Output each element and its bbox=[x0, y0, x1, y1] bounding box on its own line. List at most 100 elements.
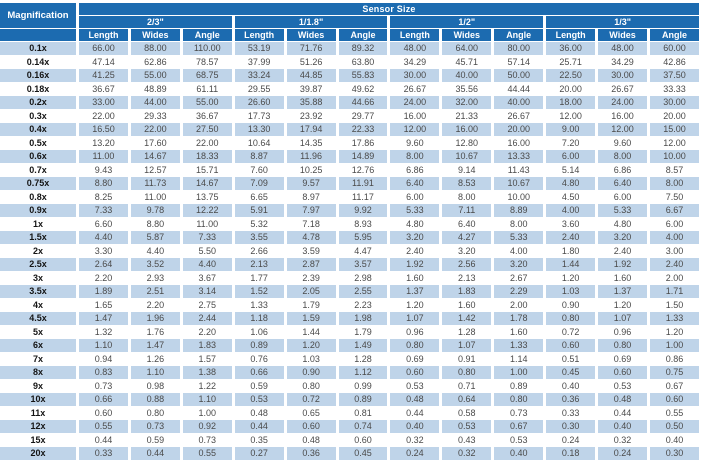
table-cell: 110.00 bbox=[182, 42, 232, 55]
table-cell: 6.40 bbox=[390, 177, 440, 190]
table-cell: 0.40 bbox=[494, 447, 544, 460]
magnification-label: 7x bbox=[0, 352, 76, 365]
table-cell: 9.00 bbox=[546, 123, 596, 136]
table-row: 4.5x 1.47 1.96 2.44 1.18 1.59 1.98 1.07 1.42 1.78… bbox=[0, 312, 699, 325]
table-cell: 1.60 bbox=[390, 271, 440, 284]
table-cell: 4.00 bbox=[494, 244, 544, 257]
magnification-label: 3.5x bbox=[0, 285, 76, 298]
table-row: 0.75x 8.80 11.73 14.67 7.09 9.57 11.91 6.40 8.53… bbox=[0, 177, 699, 190]
table-cell: 1.50 bbox=[649, 298, 699, 311]
table-cell: 6.00 bbox=[546, 150, 596, 163]
table-cell: 0.53 bbox=[442, 420, 492, 433]
table-cell: 17.60 bbox=[130, 136, 180, 149]
table-cell: 36.67 bbox=[79, 82, 128, 95]
magnification-label: 2.5x bbox=[0, 258, 76, 271]
table-cell: 1.37 bbox=[390, 285, 440, 298]
table-cell: 5.50 bbox=[182, 244, 232, 257]
table-cell: 0.45 bbox=[546, 366, 596, 379]
table-cell: 49.62 bbox=[338, 82, 388, 95]
table-cell: 0.24 bbox=[598, 447, 647, 460]
table-cell: 2.40 bbox=[598, 244, 647, 257]
table-cell: 8.97 bbox=[286, 190, 336, 203]
table-cell: 15.00 bbox=[649, 123, 699, 136]
sensor-group-header: 2/3" bbox=[79, 16, 232, 28]
table-row: 1.5x 4.40 5.87 7.33 3.55 4.78 5.95 3.20 4.27 5.33… bbox=[0, 231, 699, 244]
table-cell: 0.40 bbox=[598, 420, 647, 433]
table-cell: 0.88 bbox=[130, 393, 180, 406]
table-cell: 6.40 bbox=[598, 177, 647, 190]
table-cell: 80.00 bbox=[494, 42, 544, 55]
table-cell: 2.20 bbox=[130, 298, 180, 311]
table-cell: 0.59 bbox=[234, 379, 284, 392]
table-cell: 1.60 bbox=[598, 271, 647, 284]
table-cell: 1.57 bbox=[182, 352, 232, 365]
table-cell: 6.65 bbox=[234, 190, 284, 203]
table-cell: 12.00 bbox=[546, 109, 596, 122]
table-cell: 17.73 bbox=[234, 109, 284, 122]
magnification-label: 2x bbox=[0, 244, 76, 257]
column-header: Angle bbox=[338, 29, 388, 41]
table-cell: 22.00 bbox=[182, 136, 232, 149]
table-cell: 0.60 bbox=[286, 420, 336, 433]
table-cell: 2.13 bbox=[234, 258, 284, 271]
table-cell: 0.60 bbox=[338, 433, 388, 446]
table-cell: 0.90 bbox=[286, 366, 336, 379]
table-cell: 0.67 bbox=[649, 379, 699, 392]
table-cell: 12.00 bbox=[598, 123, 647, 136]
table-cell: 0.80 bbox=[442, 366, 492, 379]
table-cell: 0.44 bbox=[390, 406, 440, 419]
table-cell: 0.32 bbox=[390, 433, 440, 446]
table-cell: 3.55 bbox=[234, 231, 284, 244]
table-cell: 0.66 bbox=[234, 366, 284, 379]
magnification-label: 0.3x bbox=[0, 109, 76, 122]
table-cell: 1.07 bbox=[598, 312, 647, 325]
table-cell: 1.38 bbox=[182, 366, 232, 379]
table-cell: 1.06 bbox=[234, 325, 284, 338]
table-cell: 1.52 bbox=[234, 285, 284, 298]
table-cell: 39.87 bbox=[286, 82, 336, 95]
table-cell: 1.03 bbox=[546, 285, 596, 298]
magnification-label: 0.8x bbox=[0, 190, 76, 203]
table-cell: 5.33 bbox=[598, 204, 647, 217]
magnification-label: 0.16x bbox=[0, 69, 76, 82]
table-cell: 11.43 bbox=[494, 163, 544, 176]
magnification-label: 1x bbox=[0, 217, 76, 230]
table-cell: 8.00 bbox=[442, 190, 492, 203]
table-cell: 10.00 bbox=[494, 190, 544, 203]
table-row: 4x 1.65 2.20 2.75 1.33 1.79 2.23 1.20 1.60 2.00 0.… bbox=[0, 298, 699, 311]
table-cell: 2.39 bbox=[286, 271, 336, 284]
table-cell: 12.22 bbox=[182, 204, 232, 217]
table-row: 20x 0.33 0.44 0.55 0.27 0.36 0.45 0.24 0.32 0.40 0… bbox=[0, 447, 699, 460]
table-cell: 0.91 bbox=[442, 352, 492, 365]
table-cell: 44.00 bbox=[130, 96, 180, 109]
table-cell: 1.20 bbox=[546, 271, 596, 284]
table-cell: 1.80 bbox=[546, 244, 596, 257]
table-row: 0.9x 7.33 9.78 12.22 5.91 7.97 9.92 5.33 7.11 8.8… bbox=[0, 204, 699, 217]
table-cell: 1.65 bbox=[79, 298, 128, 311]
table-cell: 0.32 bbox=[598, 433, 647, 446]
table-cell: 2.51 bbox=[130, 285, 180, 298]
table-cell: 0.80 bbox=[130, 406, 180, 419]
table-cell: 0.80 bbox=[598, 339, 647, 352]
table-cell: 0.83 bbox=[79, 366, 128, 379]
table-cell: 18.33 bbox=[182, 150, 232, 163]
magnification-label: 6x bbox=[0, 339, 76, 352]
table-cell: 45.71 bbox=[442, 55, 492, 68]
table-cell: 26.67 bbox=[598, 82, 647, 95]
table-cell: 44.44 bbox=[494, 82, 544, 95]
table-cell: 6.67 bbox=[649, 204, 699, 217]
table-cell: 0.53 bbox=[598, 379, 647, 392]
table-cell: 0.40 bbox=[546, 379, 596, 392]
table-cell: 44.66 bbox=[338, 96, 388, 109]
table-cell: 11.00 bbox=[79, 150, 128, 163]
table-cell: 0.73 bbox=[79, 379, 128, 392]
table-cell: 0.89 bbox=[494, 379, 544, 392]
table-cell: 0.33 bbox=[79, 447, 128, 460]
column-header: Angle bbox=[649, 29, 699, 41]
table-cell: 0.64 bbox=[442, 393, 492, 406]
table-cell: 17.86 bbox=[338, 136, 388, 149]
table-cell: 7.18 bbox=[286, 217, 336, 230]
table-cell: 0.74 bbox=[338, 420, 388, 433]
table-cell: 9.92 bbox=[338, 204, 388, 217]
column-header: Length bbox=[390, 29, 440, 41]
